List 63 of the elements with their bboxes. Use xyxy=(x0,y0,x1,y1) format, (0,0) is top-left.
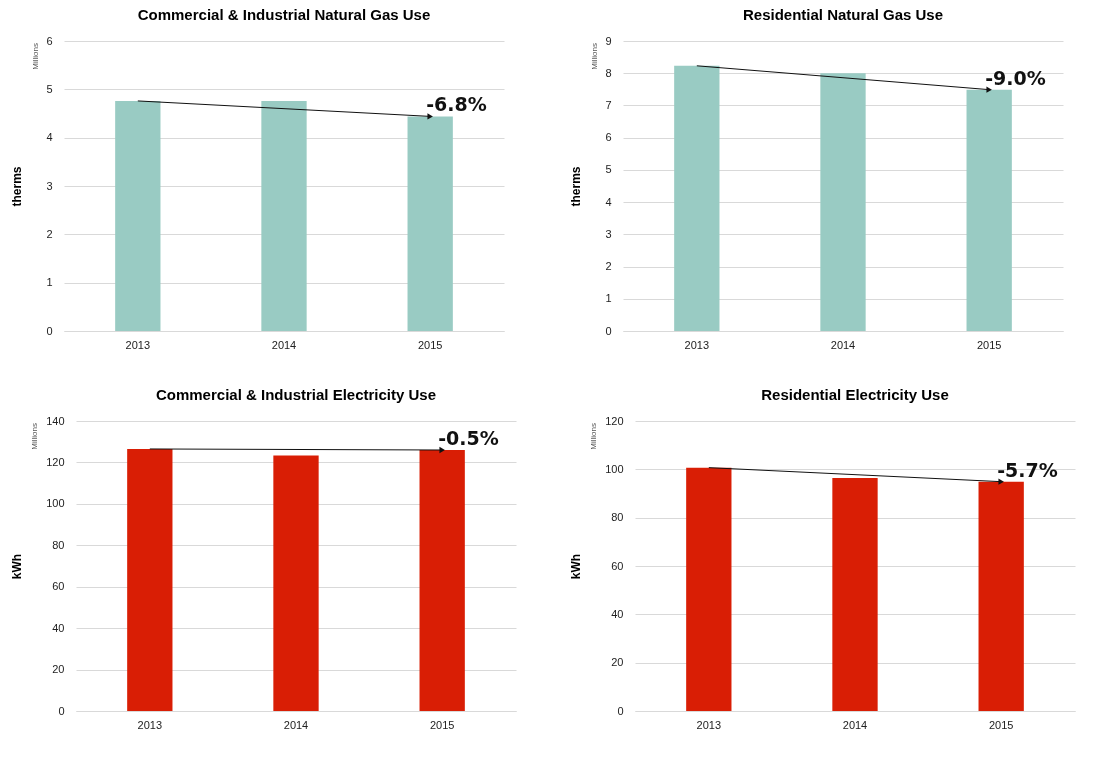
y-tick-label: 140 xyxy=(46,414,65,427)
y-tick-label: 9 xyxy=(605,34,612,47)
x-tick-label: 2014 xyxy=(830,338,856,351)
y-tick-label: 5 xyxy=(46,82,53,95)
y-tick-label: 20 xyxy=(52,663,65,676)
x-tick-label: 2014 xyxy=(283,718,309,731)
y-tick-label: 6 xyxy=(605,131,612,144)
chart-title: Residential Natural Gas Use xyxy=(742,6,944,23)
text: Millions xyxy=(30,43,40,70)
annotation: -0.5% xyxy=(438,427,499,449)
y-axis-title: kWh xyxy=(10,553,25,580)
x-tick-label: 2015 xyxy=(988,718,1014,731)
y-tick-label: 60 xyxy=(52,580,65,593)
y-tick-label: 60 xyxy=(611,559,624,572)
y-tick-label: 80 xyxy=(611,511,624,524)
y-tick-label: 120 xyxy=(605,414,624,427)
y-tick-label: 1 xyxy=(605,292,612,305)
bar xyxy=(966,89,1012,331)
bar xyxy=(674,65,720,331)
text: Millions xyxy=(29,423,39,450)
y-tick-label: 6 xyxy=(46,34,53,47)
x-tick-label: 2015 xyxy=(429,718,455,731)
y-tick-label: 0 xyxy=(46,324,53,337)
text: Millions xyxy=(589,43,599,70)
x-tick-label: 2014 xyxy=(271,338,297,351)
y-tick-label: 20 xyxy=(611,656,624,669)
annotation: -9.0% xyxy=(985,66,1046,89)
x-tick-label: 2015 xyxy=(417,338,443,351)
x-tick-label: 2013 xyxy=(125,338,151,351)
y-tick-label: 2 xyxy=(605,260,612,273)
y-tick-label: 7 xyxy=(605,98,612,111)
bar xyxy=(820,73,866,331)
y-tick-label: 40 xyxy=(52,621,65,634)
y-tick-label: 4 xyxy=(46,131,53,144)
x-tick-label: 2013 xyxy=(684,338,710,351)
annotation: -5.7% xyxy=(997,458,1058,481)
y-tick-label: 5 xyxy=(605,163,612,176)
y-tick-label: 3 xyxy=(605,227,612,240)
annotation: -6.8% xyxy=(426,93,487,116)
y-tick-label: 0 xyxy=(605,324,612,337)
y-tick-label: 8 xyxy=(605,66,612,79)
y-tick-label: 0 xyxy=(617,704,624,717)
y-tick-label: 0 xyxy=(58,704,65,717)
y-tick-label: 120 xyxy=(46,455,65,468)
y-tick-label: 100 xyxy=(605,462,624,475)
y-tick-label: 2 xyxy=(46,227,53,240)
y-tick-label: 40 xyxy=(611,607,624,620)
x-tick-label: 2015 xyxy=(976,338,1002,351)
y-axis-title: therms xyxy=(10,166,25,207)
y-axis-title: kWh xyxy=(569,553,584,580)
x-tick-label: 2014 xyxy=(842,718,868,731)
y-tick-label: 80 xyxy=(52,538,65,551)
x-tick-label: 2013 xyxy=(137,718,163,731)
chart-title: Residential Electricity Use xyxy=(761,386,949,403)
y-tick-label: 100 xyxy=(46,497,65,510)
x-tick-label: 2013 xyxy=(696,718,722,731)
chart-title: Commercial & Industrial Electricity Use xyxy=(155,386,437,403)
y-axis-title: therms xyxy=(569,166,584,207)
text: Millions xyxy=(588,423,598,450)
chart-title: Commercial & Industrial Natural Gas Use xyxy=(137,6,431,23)
y-tick-label: 1 xyxy=(46,276,53,289)
y-tick-label: 4 xyxy=(605,195,612,208)
y-tick-label: 3 xyxy=(46,179,53,192)
